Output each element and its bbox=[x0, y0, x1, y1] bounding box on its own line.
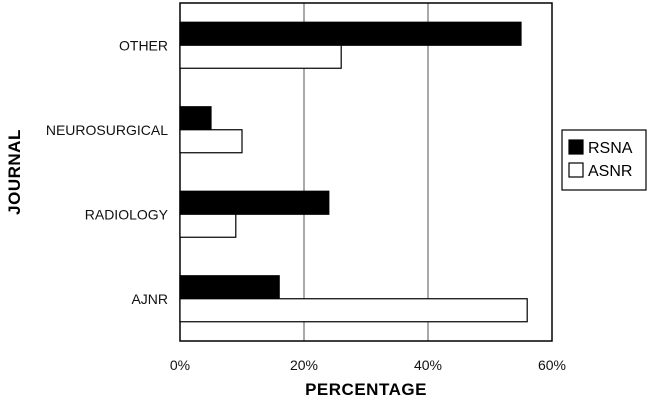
legend-label-asnr: ASNR bbox=[588, 163, 632, 180]
legend-swatch-rsna bbox=[568, 139, 584, 155]
x-tick-label: 60% bbox=[538, 357, 566, 373]
category-label: AJNR bbox=[131, 291, 168, 307]
bar-asnr-radiology bbox=[179, 213, 237, 238]
x-tick-label: 20% bbox=[290, 357, 318, 373]
plot-area bbox=[179, 2, 553, 342]
legend: RSNA ASNR bbox=[561, 129, 647, 191]
bar-rsna-other bbox=[179, 21, 522, 46]
legend-label-rsna: RSNA bbox=[588, 140, 633, 157]
bar-rsna-radiology bbox=[179, 190, 330, 215]
x-tick-label: 0% bbox=[170, 357, 190, 373]
legend-swatch-asnr bbox=[568, 162, 584, 178]
bar-asnr-other bbox=[179, 44, 342, 69]
x-axis-title: PERCENTAGE bbox=[305, 380, 427, 399]
bar-rsna-ajnr bbox=[179, 275, 280, 300]
bar-asnr-neurosurgical bbox=[179, 129, 243, 154]
category-labels: OTHER NEUROSURGICAL RADIOLOGY AJNR bbox=[46, 37, 169, 307]
category-label: NEUROSURGICAL bbox=[46, 122, 168, 138]
x-tick-labels: 0% 20% 40% 60% bbox=[170, 357, 566, 373]
legend-box bbox=[561, 129, 647, 191]
bars bbox=[179, 21, 528, 323]
y-axis-title: JOURNAL bbox=[5, 129, 24, 215]
bar-rsna-neurosurgical bbox=[179, 106, 212, 131]
x-tick-label: 40% bbox=[414, 357, 442, 373]
category-label: OTHER bbox=[119, 37, 168, 53]
category-label: RADIOLOGY bbox=[85, 206, 169, 222]
bar-asnr-ajnr bbox=[179, 298, 528, 323]
